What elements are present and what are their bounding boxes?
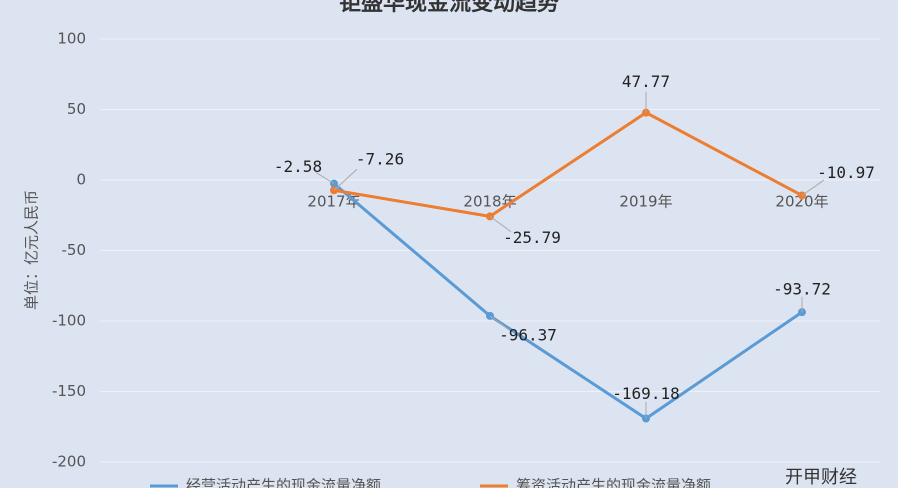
x-tick-label: 2020年 [775, 193, 828, 211]
series-line [333, 110, 803, 218]
data-label: -96.37 [499, 325, 557, 344]
x-tick-label: 2018年 [463, 193, 516, 211]
data-label: -169.18 [612, 384, 679, 403]
y-tick-label: -50 [62, 241, 87, 259]
leader-line [333, 168, 358, 191]
y-tick-label: 0 [76, 171, 86, 189]
data-label: -2.58 [274, 157, 322, 176]
watermark: 开甲财经 [785, 467, 857, 488]
y-tick-label: 100 [57, 30, 86, 48]
legend-label: 经营活动产生的现金流量净额 [186, 477, 381, 488]
y-tick-label: -100 [52, 312, 86, 330]
data-label: -7.26 [356, 150, 404, 169]
leader-line [801, 179, 825, 196]
y-tick-label: -200 [52, 453, 86, 471]
leader-line [489, 215, 512, 233]
x-tick-label: 2017年 [307, 193, 360, 211]
data-label: -10.97 [817, 163, 875, 182]
leader-line [489, 315, 510, 331]
data-label: 47.77 [622, 72, 670, 91]
leader-line [315, 172, 335, 185]
chart-title: 钜盛华现金流变动趋势 [339, 0, 559, 16]
x-tick-label: 2019年 [619, 193, 672, 211]
series-line [333, 182, 803, 421]
y-tick-label: 50 [67, 100, 86, 118]
data-label: -25.79 [503, 228, 561, 247]
data-label: -93.72 [773, 280, 831, 299]
y-axis-label: 单位：亿元人民币 [23, 190, 41, 310]
y-tick-label: -150 [52, 382, 86, 400]
legend-label: 筹资活动产生的现金流量净额 [516, 477, 711, 488]
